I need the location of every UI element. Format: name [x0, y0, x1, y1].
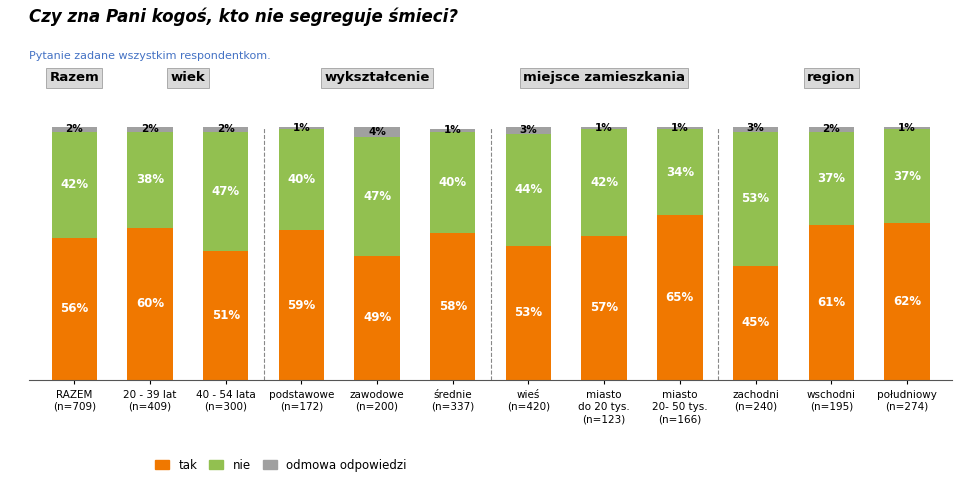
- Bar: [279, 129, 324, 230]
- Text: 1%: 1%: [292, 123, 310, 133]
- Text: 3%: 3%: [746, 123, 764, 133]
- Text: 47%: 47%: [362, 190, 391, 203]
- Text: 38%: 38%: [136, 173, 164, 187]
- Bar: [52, 238, 97, 380]
- Text: 1%: 1%: [595, 123, 612, 133]
- Bar: [354, 137, 400, 256]
- Bar: [127, 131, 173, 228]
- Bar: [52, 131, 97, 238]
- Text: 1%: 1%: [898, 123, 915, 133]
- Text: 4%: 4%: [368, 127, 385, 137]
- Text: 34%: 34%: [665, 166, 693, 179]
- Bar: [580, 129, 627, 236]
- Text: 1%: 1%: [443, 126, 461, 135]
- Text: wiek: wiek: [170, 72, 205, 84]
- Bar: [354, 127, 400, 137]
- Text: 65%: 65%: [665, 291, 693, 304]
- Bar: [580, 236, 627, 380]
- Text: 51%: 51%: [211, 309, 239, 322]
- Bar: [127, 228, 173, 380]
- Text: 2%: 2%: [65, 124, 83, 134]
- Bar: [732, 266, 777, 380]
- Bar: [430, 131, 475, 233]
- Bar: [656, 129, 702, 215]
- Text: 47%: 47%: [211, 185, 239, 198]
- Text: 2%: 2%: [141, 124, 159, 134]
- Text: 40%: 40%: [287, 173, 315, 187]
- Bar: [732, 131, 777, 266]
- Bar: [883, 129, 928, 223]
- Text: Razem: Razem: [49, 72, 99, 84]
- Text: 44%: 44%: [514, 184, 542, 196]
- Bar: [52, 127, 97, 131]
- Text: 2%: 2%: [216, 124, 234, 134]
- Text: 40%: 40%: [438, 176, 466, 189]
- Bar: [883, 127, 928, 129]
- Text: Czy zna Pani kogoś, kto nie segreguje śmieci?: Czy zna Pani kogoś, kto nie segreguje śm…: [29, 7, 457, 26]
- Text: region: region: [806, 72, 854, 84]
- Bar: [505, 245, 551, 380]
- Text: 3%: 3%: [519, 126, 537, 135]
- Text: 42%: 42%: [61, 178, 88, 191]
- Bar: [505, 134, 551, 245]
- Text: Pytanie zadane wszystkim respondentkom.: Pytanie zadane wszystkim respondentkom.: [29, 51, 270, 61]
- Text: 61%: 61%: [816, 296, 845, 309]
- Bar: [279, 127, 324, 129]
- Bar: [807, 127, 853, 131]
- Text: 2%: 2%: [822, 124, 839, 134]
- Text: 42%: 42%: [589, 176, 618, 189]
- Text: 37%: 37%: [817, 172, 845, 185]
- Text: wykształcenie: wykształcenie: [324, 72, 430, 84]
- Text: 53%: 53%: [514, 306, 542, 319]
- Bar: [430, 129, 475, 131]
- Bar: [203, 251, 248, 380]
- Legend: tak, nie, odmowa odpowiedzi: tak, nie, odmowa odpowiedzi: [150, 454, 411, 476]
- Text: 45%: 45%: [741, 317, 769, 329]
- Text: miejsce zamieszkania: miejsce zamieszkania: [523, 72, 684, 84]
- Text: 62%: 62%: [892, 295, 920, 308]
- Text: 1%: 1%: [670, 123, 688, 133]
- Bar: [883, 223, 928, 380]
- Text: 59%: 59%: [287, 299, 315, 312]
- Bar: [807, 225, 853, 380]
- Bar: [127, 127, 173, 131]
- Text: 57%: 57%: [589, 301, 618, 314]
- Bar: [354, 256, 400, 380]
- Bar: [430, 233, 475, 380]
- Text: 37%: 37%: [892, 169, 920, 183]
- Bar: [732, 124, 777, 131]
- Bar: [505, 127, 551, 134]
- Text: 49%: 49%: [362, 311, 391, 324]
- Text: 56%: 56%: [61, 302, 88, 316]
- Bar: [807, 131, 853, 225]
- Bar: [580, 127, 627, 129]
- Text: 53%: 53%: [741, 192, 769, 206]
- Text: 58%: 58%: [438, 300, 466, 313]
- Bar: [279, 230, 324, 380]
- Bar: [656, 127, 702, 129]
- Text: 60%: 60%: [136, 298, 164, 310]
- Bar: [656, 215, 702, 380]
- Bar: [203, 131, 248, 251]
- Bar: [203, 127, 248, 131]
